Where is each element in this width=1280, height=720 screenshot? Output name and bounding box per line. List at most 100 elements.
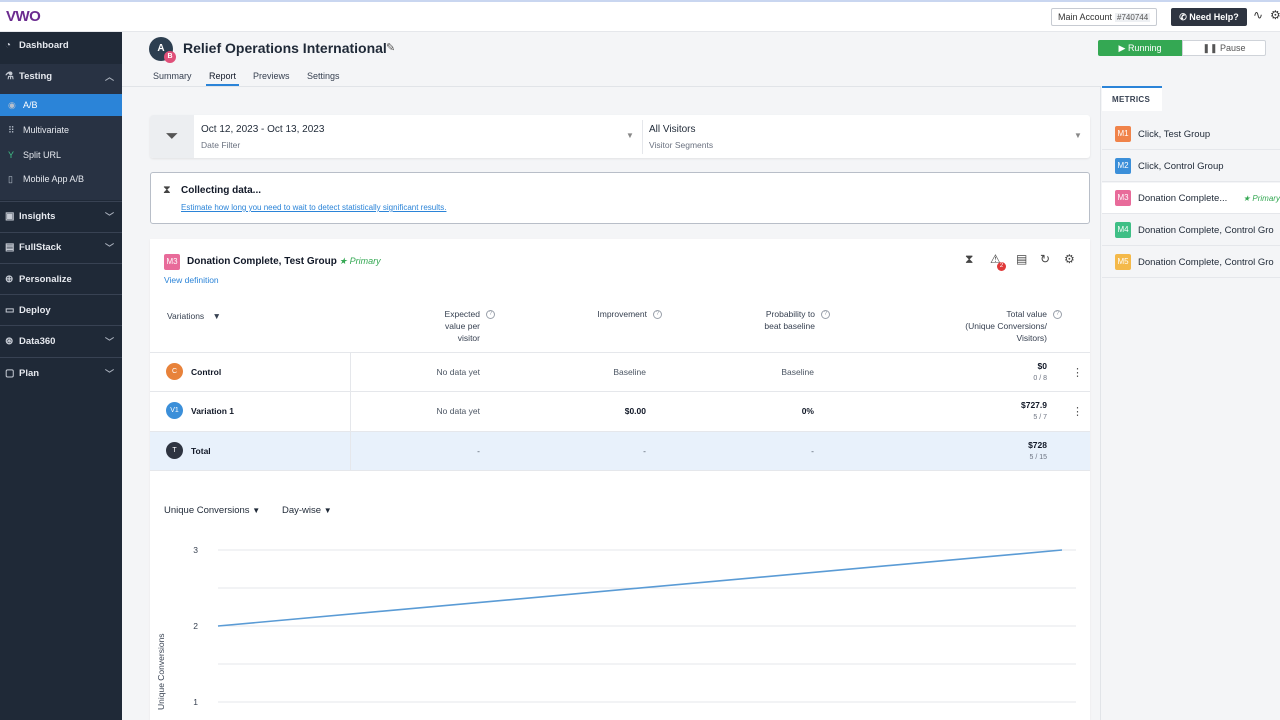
chevron-up-icon: ︿ <box>104 72 114 82</box>
sidebar-subitem-multivariate[interactable]: ⠿ Multivariate <box>0 119 122 141</box>
variation-name: Variation 1 <box>191 406 234 416</box>
avatar-letter: A <box>157 43 165 54</box>
report-icon[interactable]: ▤ <box>1016 252 1028 266</box>
vwo-logo[interactable]: VWO <box>6 8 41 25</box>
help-icon[interactable]: ? <box>653 310 662 319</box>
tab-report[interactable]: Report <box>209 71 237 81</box>
sidebar-item-label: Plan <box>19 368 40 379</box>
sidebar-subitem-ab[interactable]: ◉ A/B <box>0 94 122 116</box>
need-help-button[interactable]: ✆ Need Help? <box>1171 8 1247 26</box>
split-icon: Y <box>8 150 15 160</box>
segment-dropdown-caret-icon[interactable]: ▼ <box>1074 131 1082 140</box>
collecting-title: Collecting data... <box>181 185 262 196</box>
segment-filter-label: Visitor Segments <box>649 140 714 150</box>
settings-icon[interactable]: ⚙ <box>1064 252 1075 266</box>
col-total-line: Total value <box>1006 309 1047 319</box>
help-icon[interactable]: ? <box>486 310 495 319</box>
deploy-icon: ▭ <box>5 305 15 316</box>
improvement-value: - <box>643 446 646 456</box>
metric-label: Click, Test Group <box>1138 129 1211 140</box>
view-definition-link[interactable]: View definition <box>164 275 219 285</box>
help-icon[interactable]: ? <box>1053 310 1062 319</box>
sidebar-item-label: Data360 <box>19 336 56 347</box>
sidebar-item-insights[interactable]: ▣ Insights ﹀ <box>0 206 122 228</box>
sidebar-item-personalize[interactable]: ⊕ Personalize <box>0 269 122 291</box>
sidebar-item-plan[interactable]: ▢ Plan ﹀ <box>0 363 122 385</box>
total-value: $728 <box>1028 440 1047 450</box>
date-filter-value[interactable]: Oct 12, 2023 - Oct 13, 2023 <box>201 124 325 135</box>
tab-previews[interactable]: Previews <box>253 71 290 81</box>
table-divider <box>150 431 1090 432</box>
total-value: $0 <box>1037 361 1047 371</box>
chart-series <box>217 549 1063 627</box>
sidebar-item-fullstack[interactable]: ▤ FullStack ﹀ <box>0 237 122 259</box>
probability-value: 0% <box>801 406 814 416</box>
metric-item-m3[interactable] <box>1102 183 1280 214</box>
account-number: #740744 <box>1115 13 1151 22</box>
sidebar-item-label: Dashboard <box>19 40 69 51</box>
estimate-link[interactable]: Estimate how long you need to wait to de… <box>181 203 447 212</box>
metric-badge: M5 <box>1115 254 1131 270</box>
pause-button[interactable]: ❚❚ Pause <box>1182 40 1266 56</box>
metric-dropdown[interactable]: Unique Conversions ▼ <box>164 505 260 516</box>
campaign-title: Relief Operations International <box>183 40 387 56</box>
col-expected: Expected value per visitor <box>400 308 480 344</box>
warning-icon[interactable]: ⚠ <box>990 252 1001 266</box>
testing-section-bg <box>0 64 122 200</box>
tab-summary[interactable]: Summary <box>153 71 192 81</box>
date-dropdown-caret-icon[interactable]: ▼ <box>626 131 634 140</box>
metric-item-m5[interactable] <box>1102 247 1280 278</box>
metric-item-m2[interactable] <box>1102 151 1280 182</box>
row-menu-icon[interactable]: ⋮ <box>1072 406 1083 418</box>
variation-badge: V1 <box>166 402 183 419</box>
conversion-ratio: 5 / 7 <box>1033 414 1047 421</box>
metrics-tab[interactable]: METRICS <box>1102 86 1162 111</box>
sidebar-subitem-split-url[interactable]: Y Split URL <box>0 144 122 166</box>
variation-badge: T <box>166 442 183 459</box>
conversion-ratio: 0 / 8 <box>1033 375 1047 382</box>
y-tick-label: 3 <box>193 545 198 555</box>
pencil-icon[interactable]: ✎ <box>386 42 396 54</box>
sidebar-item-label: Personalize <box>19 274 72 285</box>
probability-value: Baseline <box>781 367 814 377</box>
pause-label: Pause <box>1220 43 1246 53</box>
column-divider <box>350 352 351 470</box>
sidebar-subitem-mobile-ab[interactable]: ▯ Mobile App A/B <box>0 168 122 190</box>
segment-filter-value[interactable]: All Visitors <box>649 124 696 135</box>
running-label: Running <box>1127 43 1162 53</box>
running-button[interactable]: ▶ Running <box>1098 40 1182 56</box>
improvement-value: Baseline <box>613 367 646 377</box>
heartbeat-icon[interactable]: ∿ <box>1253 8 1264 22</box>
caret-down-icon: ▼ <box>323 506 332 515</box>
metric-label: Donation Complete, Control Gro <box>1138 225 1274 236</box>
hourglass-icon[interactable]: ⧗ <box>965 252 974 266</box>
metric-item-m1[interactable] <box>1102 119 1280 150</box>
primary-label: ★ Primary <box>339 256 381 267</box>
sidebar-item-testing[interactable]: ⚗ Testing ︿ <box>0 66 122 88</box>
col-expected-line: visitor <box>457 333 480 343</box>
metric-item-m4[interactable] <box>1102 215 1280 246</box>
globe-icon: ⊕ <box>5 274 14 285</box>
tab-settings[interactable]: Settings <box>307 71 340 81</box>
hourglass-icon: ⧗ <box>163 184 171 196</box>
chevron-down-icon: ﹀ <box>104 243 114 253</box>
sidebar-item-dashboard[interactable]: ◔ Dashboard <box>0 35 122 57</box>
sidebar-item-deploy[interactable]: ▭ Deploy <box>0 300 122 322</box>
y-axis-label: Unique Conversions <box>156 633 166 710</box>
help-icon[interactable]: ? <box>821 310 830 319</box>
row-menu-icon[interactable]: ⋮ <box>1072 367 1083 379</box>
metric-badge: M3 <box>164 254 180 270</box>
filter-icon[interactable]: ⏷ <box>150 115 194 158</box>
refresh-icon[interactable]: ↻ <box>1040 252 1051 266</box>
sidebar-divider <box>0 325 122 326</box>
col-expected-line: value per <box>445 321 480 331</box>
gear-icon[interactable]: ⚙ <box>1270 8 1280 22</box>
filter-icon[interactable]: ▼ <box>212 311 221 321</box>
sidebar-item-data360[interactable]: ⊛ Data360 ﹀ <box>0 331 122 353</box>
account-switcher[interactable]: Main Account #740744 <box>1051 8 1158 26</box>
variation-badge: C <box>166 363 183 380</box>
account-label: Main Account <box>1058 12 1113 22</box>
chevron-down-icon: ﹀ <box>104 369 114 379</box>
period-dropdown[interactable]: Day-wise ▼ <box>282 505 332 516</box>
metric-badge: M1 <box>1115 126 1131 142</box>
